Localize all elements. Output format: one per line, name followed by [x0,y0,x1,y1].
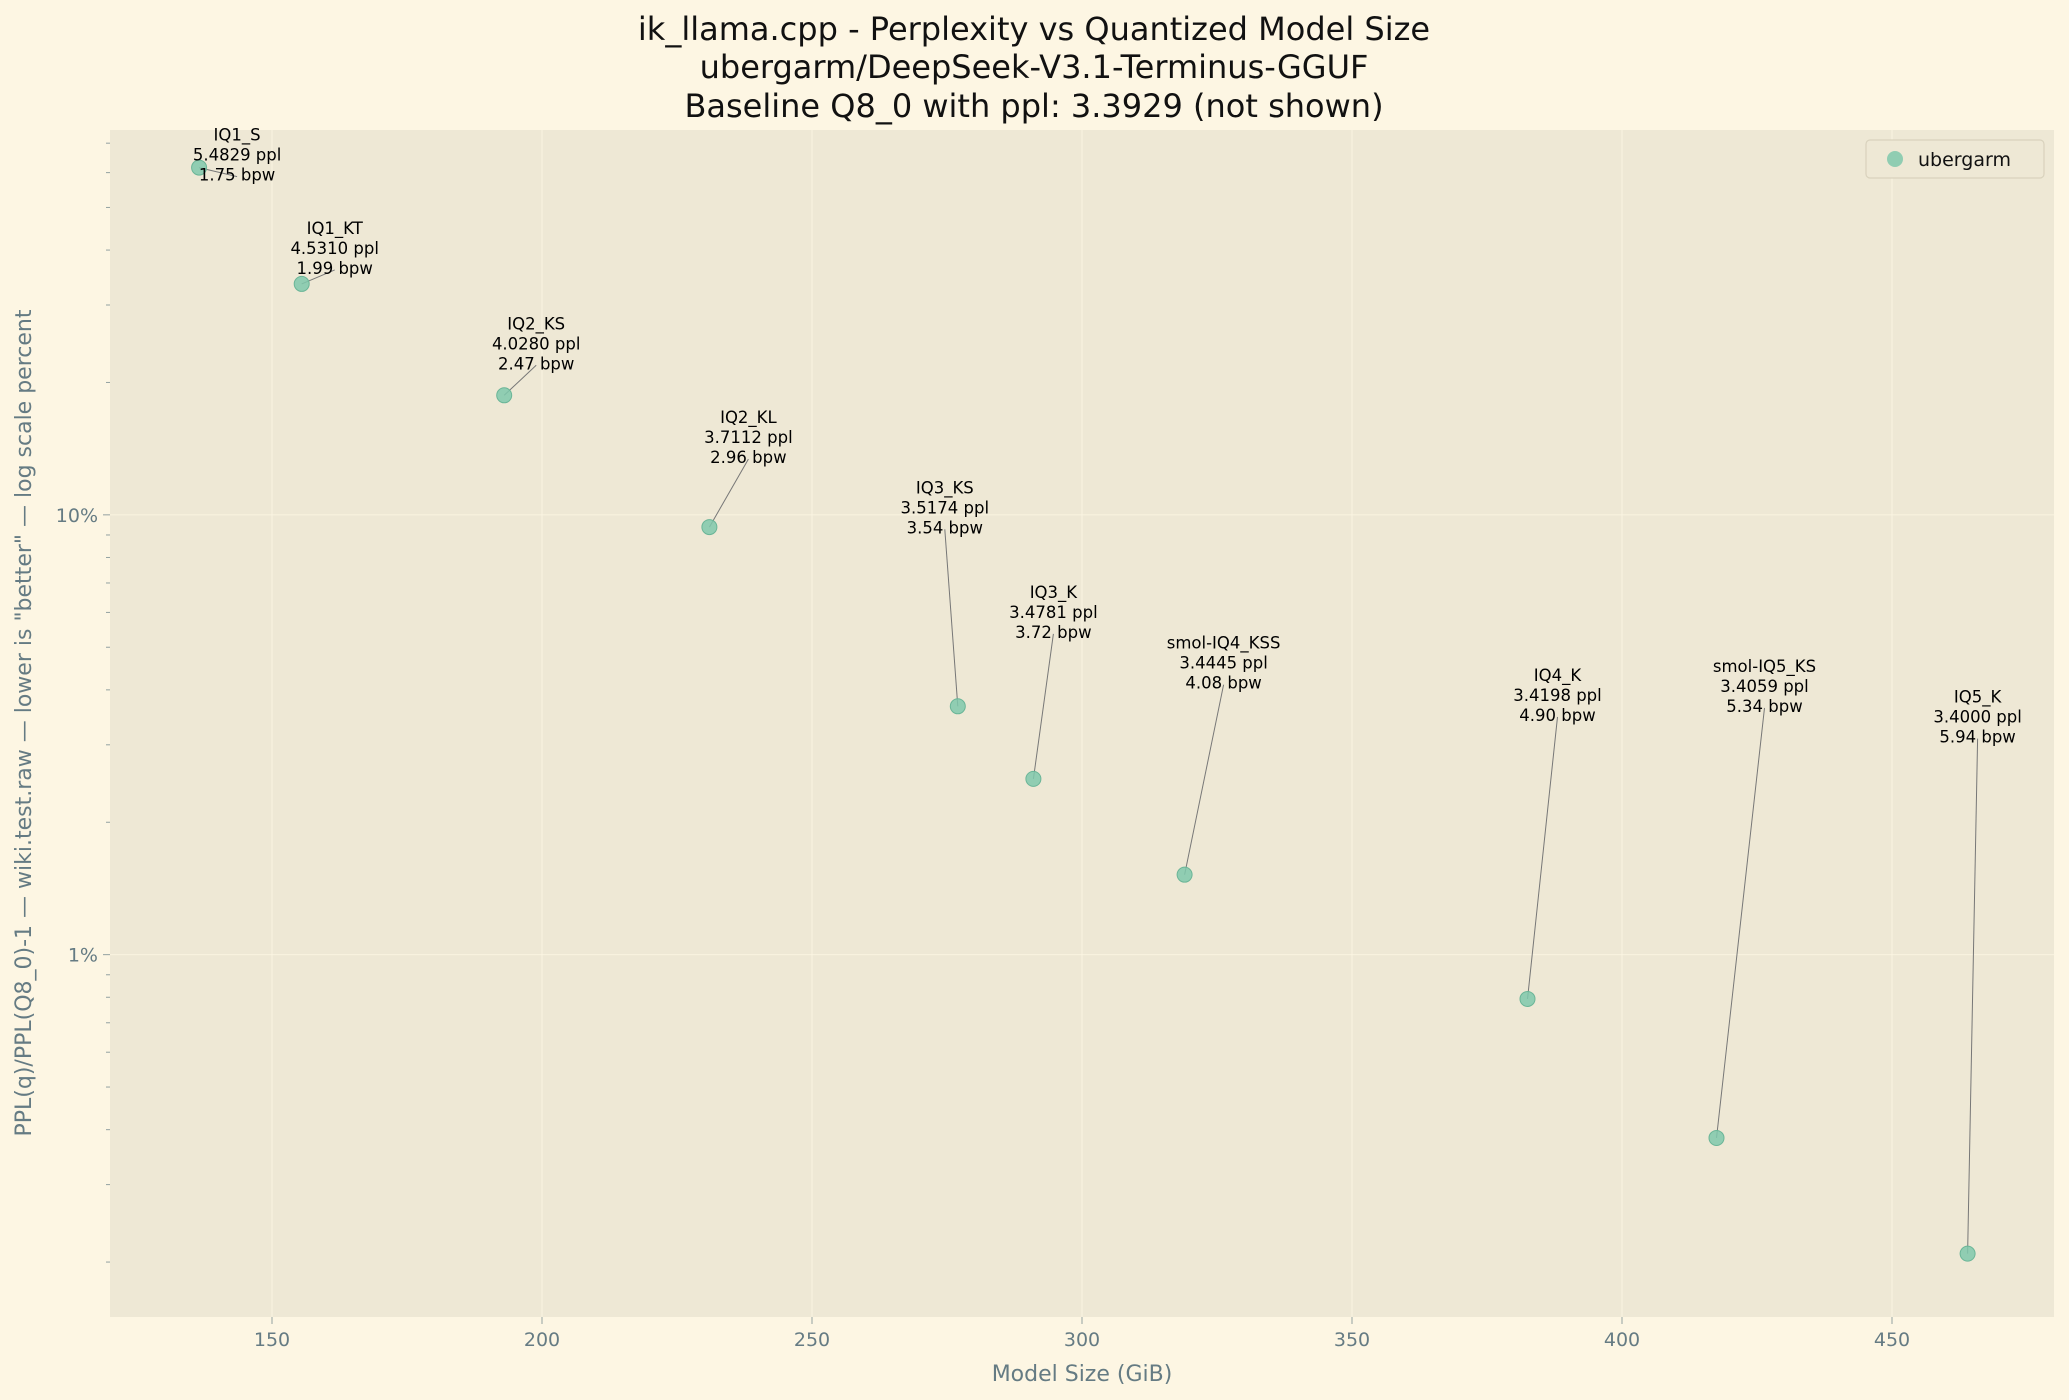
annotation-leader [1184,684,1225,875]
point-annotation-line: smol-IQ5_KS [1713,657,1816,677]
point-annotation-line: 3.4781 ppl [1009,603,1098,622]
x-tick-label: 350 [1334,1329,1370,1351]
point-annotation-line: IQ5_K [1954,688,2003,708]
point-annotation-line: 5.34 bpw [1726,697,1802,716]
y-tick-label: 10% [56,505,98,527]
minor-ticks [106,142,110,1263]
legend-box [1865,139,2045,179]
point-annotation-line: 3.54 bpw [907,518,983,537]
data-point [191,159,208,176]
x-axis-label: Model Size (GiB) [992,1362,1173,1387]
data-point [1176,866,1193,883]
point-annotation-line: 1.99 bpw [296,259,372,278]
chart-title-line-1: ik_llama.cpp - Perplexity vs Quantized M… [638,10,1430,48]
point-annotation-line: 1.75 bpw [199,166,275,185]
data-point [949,698,966,715]
point-annotation-line: 3.72 bpw [1015,623,1091,642]
x-tick-label: 450 [1874,1329,1910,1351]
annotation-leader [1967,738,1979,1254]
y-axis-label: PPL(q)/PPL(Q8_0)-1 — wiki.test.raw — low… [12,309,37,1136]
y-tick-label: 1% [68,945,98,967]
annotation-leader [944,529,959,707]
point-annotation-line: IQ1_S [214,126,261,146]
point-annotation-line: 2.47 bpw [498,354,574,373]
data-point [1519,990,1536,1007]
point-annotation-line: 3.7112 ppl [704,428,793,447]
annotation-leader [1527,716,1558,999]
annotation-leader [708,458,749,528]
annotation-leader [1716,707,1765,1139]
data-point [701,519,718,536]
data-point [293,275,310,292]
chart-title-line-2: ubergarm/DeepSeek-V3.1-Terminus-GGUF [700,48,1369,86]
data-point [1959,1245,1976,1262]
point-annotation-line: 3.4445 ppl [1179,654,1268,673]
point-annotation-line: IQ3_K [1030,583,1079,603]
point-annotation-line: 5.94 bpw [1939,728,2015,747]
chart-title-line-3: Baseline Q8_0 with ppl: 3.3929 (not show… [684,87,1383,125]
legend-marker [1887,151,1903,167]
point-annotation-line: smol-IQ4_KSS [1167,634,1281,654]
x-tick-label: 150 [254,1329,290,1351]
point-annotation-line: 4.5310 ppl [290,239,379,258]
legend: ubergarm [1865,139,2045,179]
point-annotation-line: 5.4829 ppl [193,146,282,165]
x-axis-ticks: 150 200 250 300 350 400 450 [254,1317,1910,1351]
annotation-leaders [198,167,1979,1254]
point-annotation-line: IQ4_K [1534,666,1583,686]
x-tick-label: 250 [794,1329,830,1351]
x-tick-label: 400 [1604,1329,1640,1351]
point-annotation-line: IQ2_KS [507,314,565,334]
x-tick-label: 300 [1064,1329,1100,1351]
point-annotation-line: 3.5174 ppl [901,498,990,517]
legend-label: ubergarm [1918,149,2011,171]
point-annotation-line: 4.08 bpw [1185,674,1261,693]
data-point [1708,1129,1725,1146]
point-annotation-line: IQ1_KT [307,219,364,239]
x-tick-label: 200 [524,1329,560,1351]
point-annotation-line: 2.96 bpw [710,448,786,467]
point-annotation-line: IQ2_KL [720,408,777,428]
point-annotation-line: 4.90 bpw [1519,706,1595,725]
point-annotation-line: 4.0280 ppl [492,334,581,353]
point-annotation-line: 3.4000 ppl [1933,708,2022,727]
point-annotation-line: 3.4198 ppl [1513,686,1602,705]
point-annotation-line: 3.4059 ppl [1720,677,1809,696]
grid [110,130,2054,1317]
data-point [496,387,513,404]
annotation-leader [1032,633,1054,779]
data-point [1025,770,1042,787]
data-points [191,159,1976,1262]
point-annotation-line: IQ3_KS [916,478,974,498]
y-axis-ticks: 1% 10% [56,505,110,967]
